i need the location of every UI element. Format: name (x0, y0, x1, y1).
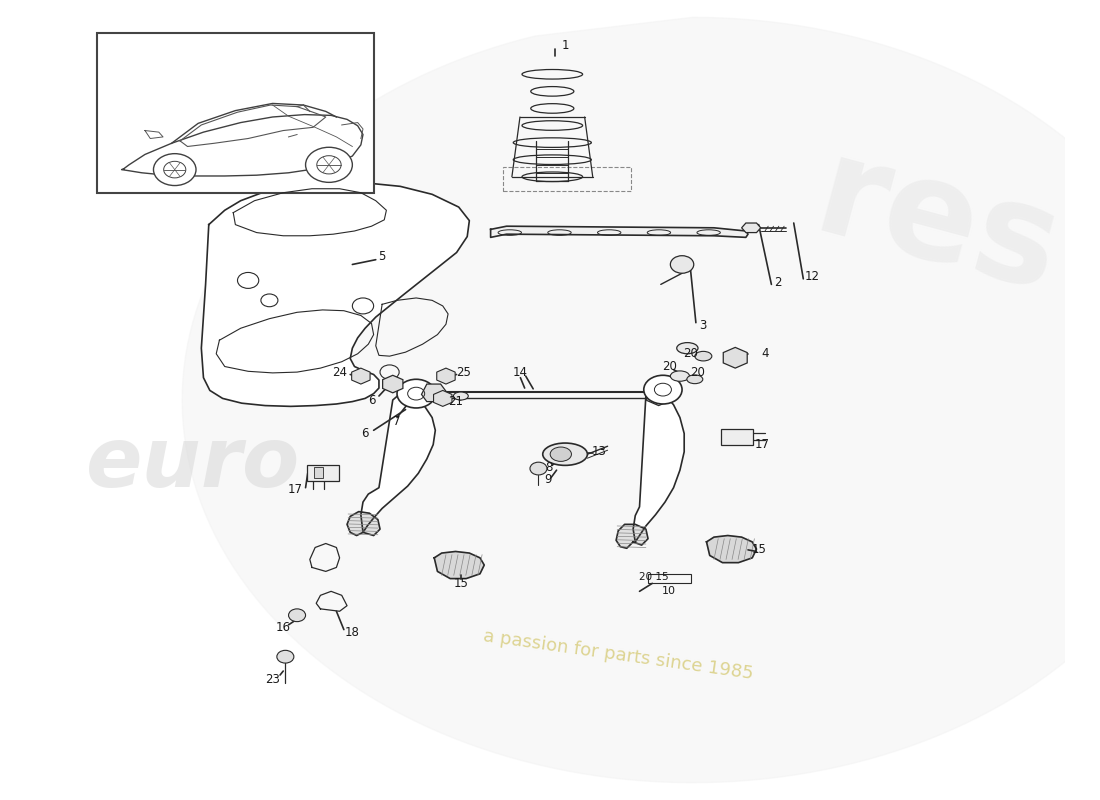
Text: 6: 6 (362, 427, 369, 440)
Text: 16: 16 (276, 621, 290, 634)
Polygon shape (361, 394, 436, 532)
Text: 17: 17 (287, 482, 303, 496)
Text: res: res (801, 128, 1074, 322)
FancyBboxPatch shape (307, 465, 339, 481)
Circle shape (397, 379, 436, 408)
Text: 20: 20 (691, 366, 705, 379)
Polygon shape (383, 375, 403, 393)
Text: 23: 23 (265, 673, 280, 686)
Text: 15: 15 (453, 577, 469, 590)
Text: 20: 20 (683, 347, 698, 360)
Polygon shape (647, 385, 671, 406)
Polygon shape (741, 223, 761, 233)
Text: 24: 24 (332, 366, 348, 379)
Ellipse shape (453, 392, 469, 400)
Text: 10: 10 (662, 586, 676, 596)
Polygon shape (724, 347, 747, 368)
Text: 12: 12 (804, 270, 820, 283)
Polygon shape (183, 18, 1100, 782)
Ellipse shape (670, 371, 690, 382)
Text: 7: 7 (394, 415, 400, 428)
Text: 2: 2 (774, 275, 781, 289)
Bar (504, 167, 631, 191)
Text: euro: euro (87, 423, 300, 504)
Bar (315, 467, 322, 478)
Text: 1: 1 (561, 38, 569, 52)
Text: a passion for parts since 1985: a passion for parts since 1985 (482, 627, 755, 683)
Circle shape (277, 650, 294, 663)
Text: 20: 20 (662, 360, 676, 373)
Circle shape (306, 147, 352, 182)
Ellipse shape (686, 375, 703, 384)
Polygon shape (201, 182, 470, 406)
Text: 25: 25 (456, 366, 472, 379)
Circle shape (670, 256, 694, 274)
Text: 3: 3 (700, 318, 707, 331)
Text: 13: 13 (592, 446, 606, 458)
Polygon shape (352, 368, 370, 384)
Circle shape (288, 609, 306, 622)
Polygon shape (616, 524, 648, 548)
Circle shape (154, 154, 196, 186)
FancyBboxPatch shape (722, 429, 754, 445)
Text: 14: 14 (513, 366, 528, 379)
Bar (648, 574, 691, 583)
Polygon shape (433, 390, 452, 406)
Text: 6: 6 (367, 394, 375, 406)
Polygon shape (434, 551, 484, 578)
Circle shape (530, 462, 547, 475)
Text: 20 15: 20 15 (638, 572, 668, 582)
Polygon shape (634, 390, 684, 542)
Text: 8: 8 (546, 462, 553, 474)
Text: 4: 4 (761, 347, 769, 360)
Polygon shape (437, 368, 455, 384)
Text: 21: 21 (448, 395, 463, 408)
Text: 9: 9 (544, 474, 552, 486)
Polygon shape (491, 226, 748, 238)
Text: 17: 17 (755, 438, 769, 451)
Text: 5: 5 (378, 250, 386, 263)
Polygon shape (706, 535, 757, 562)
Circle shape (644, 375, 682, 404)
Ellipse shape (695, 351, 712, 361)
Text: 15: 15 (751, 543, 766, 556)
Bar (97, 34, 374, 193)
Ellipse shape (550, 447, 571, 462)
Polygon shape (346, 512, 380, 535)
Polygon shape (421, 384, 446, 402)
Text: 18: 18 (345, 626, 360, 639)
Ellipse shape (542, 443, 587, 466)
Ellipse shape (676, 342, 698, 354)
